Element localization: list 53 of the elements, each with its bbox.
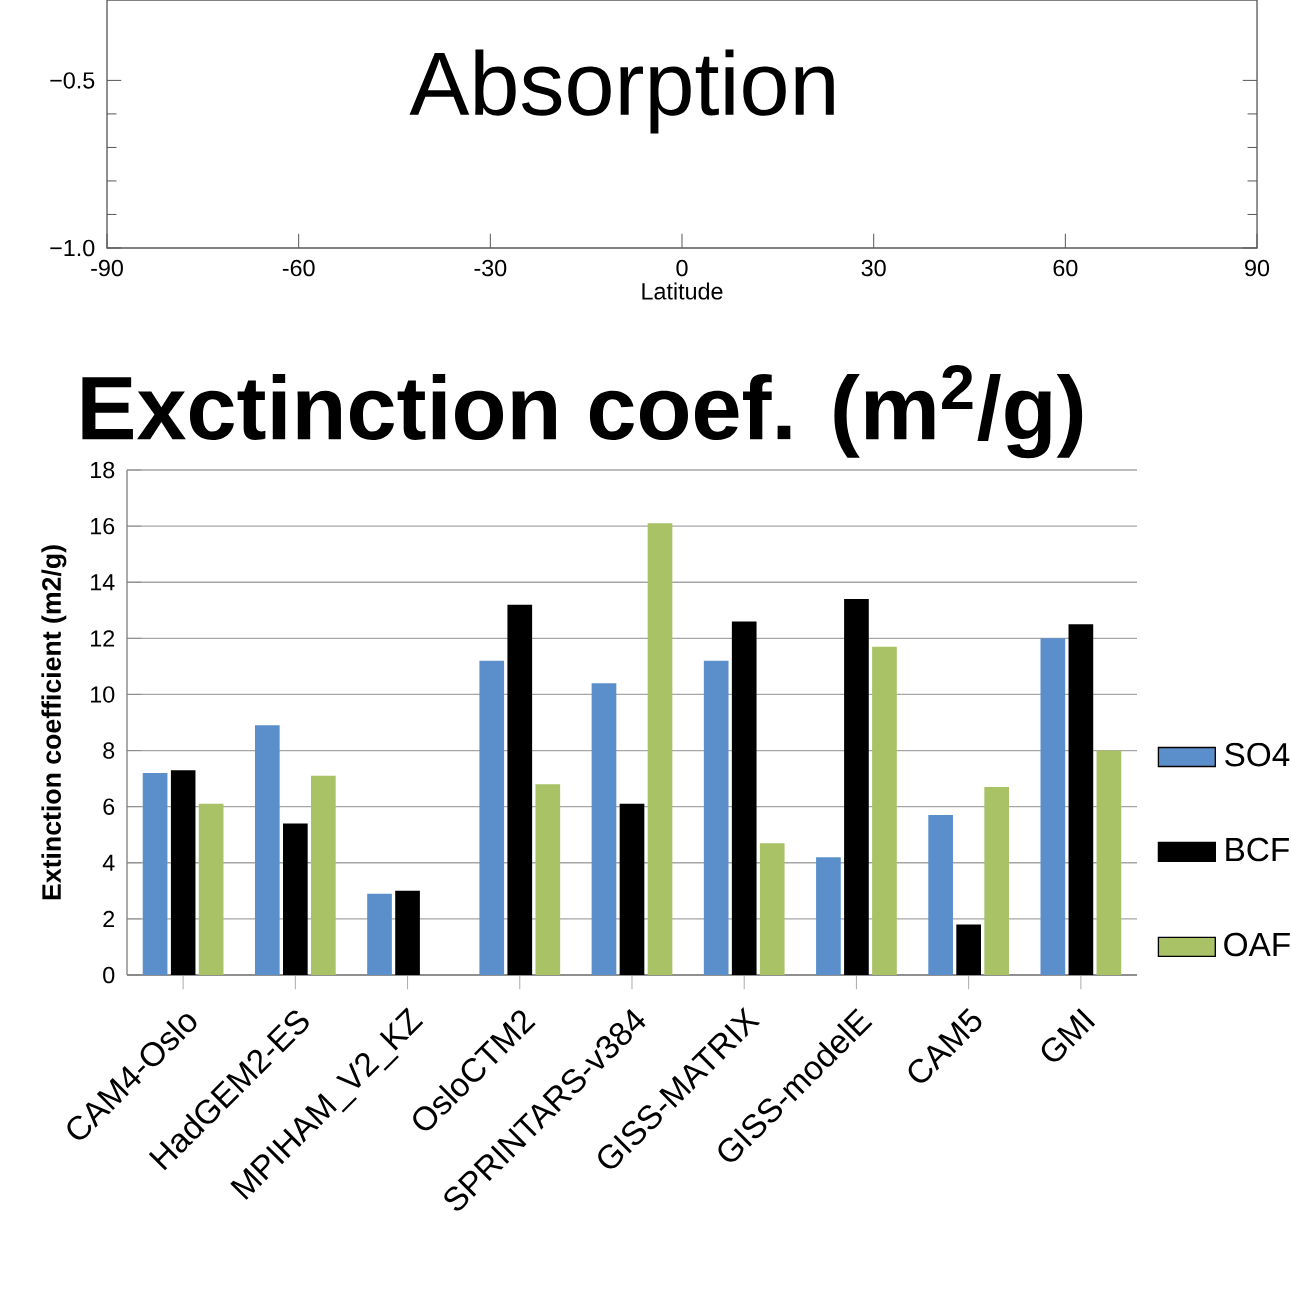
bar xyxy=(844,599,869,975)
x-axis-title: Latitude xyxy=(642,282,723,300)
bar xyxy=(254,725,280,975)
y-tick-label: 14 xyxy=(91,574,115,591)
bar xyxy=(759,843,785,975)
bar xyxy=(395,890,420,975)
y-tick-label: 12 xyxy=(91,630,115,647)
x-tick-label: -30 xyxy=(474,259,507,277)
bar xyxy=(507,604,533,975)
bar xyxy=(198,803,224,975)
y-axis-title: Extinction coefficient (m2/g) xyxy=(41,545,67,900)
bar xyxy=(928,815,953,975)
bar xyxy=(703,660,729,975)
y-tick-label: 2 xyxy=(103,910,115,928)
x-tick-label: 90 xyxy=(1245,259,1270,277)
bar xyxy=(1096,750,1122,975)
bar xyxy=(984,787,1010,975)
legend-label: SO4 xyxy=(1225,742,1290,767)
y-tick-label: 4 xyxy=(102,854,115,871)
y-tick-label: 16 xyxy=(91,517,115,535)
bar xyxy=(591,683,617,975)
y-tick-label: 6 xyxy=(103,798,115,815)
y-tick-label: 0 xyxy=(103,966,115,984)
x-tick-label: -90 xyxy=(91,259,123,277)
x-tick-label: GMI xyxy=(1041,1008,1096,1062)
y-tick-label: −0.5 xyxy=(50,72,95,89)
y-tick-label: 18 xyxy=(91,461,115,479)
legend-label: OAF xyxy=(1224,932,1290,957)
bar xyxy=(367,893,392,975)
bar xyxy=(731,621,757,975)
text: Absorption xyxy=(409,49,834,134)
bar xyxy=(956,924,981,975)
bar xyxy=(479,660,505,975)
bar xyxy=(619,803,645,975)
bar xyxy=(872,646,897,975)
bar xyxy=(647,523,673,975)
bar xyxy=(1040,638,1066,975)
bar xyxy=(816,857,841,975)
bar xyxy=(282,823,308,975)
x-tick-label: 0 xyxy=(676,259,688,277)
x-tick-label: -60 xyxy=(282,259,315,277)
y-tick-label: −1.0 xyxy=(50,239,95,257)
bar xyxy=(535,784,561,975)
x-tick-label: 30 xyxy=(861,259,886,277)
y-tick-label: 8 xyxy=(103,742,115,759)
y-tick-label: 10 xyxy=(91,686,115,703)
legend-label: BCF xyxy=(1226,837,1289,862)
chart-title: Exctinction coef. (m$^{2}$/g) xyxy=(82,365,1083,459)
bar xyxy=(311,775,336,975)
bar xyxy=(170,770,196,975)
x-tick-label: 60 xyxy=(1053,259,1078,277)
bar xyxy=(1068,624,1094,975)
bar xyxy=(142,773,168,975)
